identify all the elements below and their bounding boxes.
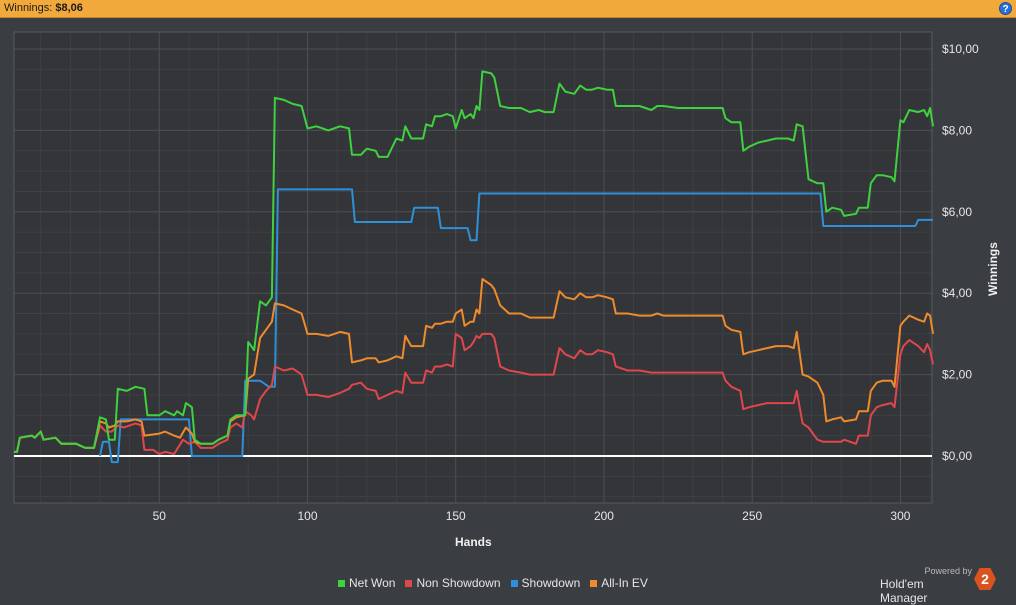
grid	[13, 28, 933, 504]
x-tick-label: 150	[446, 509, 466, 523]
legend-label-net-won: Net Won	[349, 576, 396, 590]
legend: Net Won Non Showdown Showdown All-In EV	[338, 576, 648, 590]
x-tick-label: 250	[742, 509, 762, 523]
series-line-showdown	[99, 188, 933, 464]
brand-powered-by: Powered by	[924, 566, 972, 576]
series-line-net-won	[14, 70, 934, 453]
y-tick-label: $4,00	[942, 286, 972, 300]
winnings-summary: Winnings: $8,06	[4, 2, 83, 14]
legend-item-showdown[interactable]: Showdown	[510, 576, 581, 590]
x-axis-title: Hands	[455, 535, 492, 549]
series-layer	[14, 70, 934, 464]
legend-swatch-showdown	[510, 579, 518, 587]
x-axis-ticks: 50 100 150 200 250 300	[153, 509, 911, 523]
series-line-all-in-ev	[14, 278, 934, 453]
legend-label-non-showdown: Non Showdown	[416, 576, 501, 590]
y-tick-label: $6,00	[942, 205, 972, 219]
winnings-value: $8,06	[55, 2, 83, 14]
legend-label-all-in-ev: All-In EV	[601, 576, 648, 590]
hm2-logo-icon: 2	[974, 568, 996, 590]
x-tick-label: 50	[153, 509, 167, 523]
plot-frame	[13, 31, 933, 504]
winnings-label: Winnings:	[4, 2, 53, 14]
y-axis-ticks: $0,00 $2,00 $4,00 $6,00 $8,00 $10,00	[942, 42, 979, 463]
series-line-non-showdown	[14, 332, 934, 455]
legend-item-non-showdown[interactable]: Non Showdown	[405, 576, 501, 590]
legend-item-net-won[interactable]: Net Won	[338, 576, 395, 590]
x-tick-label: 300	[890, 509, 910, 523]
legend-swatch-all-in-ev	[590, 579, 598, 587]
y-tick-label: $2,00	[942, 368, 972, 382]
help-icon[interactable]: ?	[999, 2, 1012, 15]
brand: Powered by Hold'em Manager 2	[880, 566, 1010, 605]
y-tick-label: $10,00	[942, 42, 979, 56]
plot-area	[14, 32, 932, 503]
legend-swatch-net-won	[338, 579, 345, 587]
x-tick-label: 100	[297, 509, 317, 523]
x-tick-label: 200	[594, 509, 614, 523]
legend-label-showdown: Showdown	[521, 576, 581, 590]
y-axis-title: Winnings	[986, 242, 1000, 296]
legend-item-all-in-ev[interactable]: All-In EV	[590, 576, 648, 590]
y-tick-label: $0,00	[942, 449, 972, 463]
winnings-chart: 50 100 150 200 250 300 $0,00 $2,00 $4,00 $6,00 $8…	[13, 28, 979, 523]
y-tick-label: $8,00	[942, 123, 972, 137]
brand-name: Hold'em Manager	[880, 577, 928, 605]
winnings-header: Winnings: $8,06 ?	[0, 0, 1016, 18]
legend-swatch-non-showdown	[405, 579, 413, 587]
